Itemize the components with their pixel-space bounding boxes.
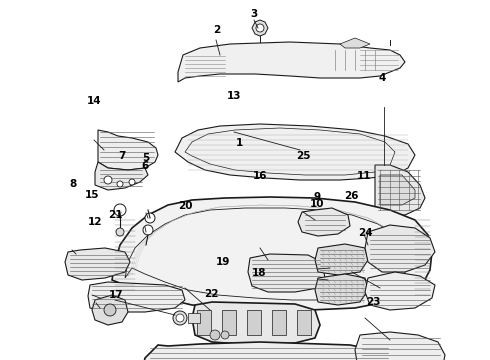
Bar — [297, 310, 311, 335]
Polygon shape — [315, 244, 368, 275]
Circle shape — [117, 181, 123, 187]
Polygon shape — [88, 282, 185, 312]
Polygon shape — [175, 124, 415, 180]
Text: 23: 23 — [366, 297, 381, 307]
Polygon shape — [192, 302, 320, 345]
Text: 1: 1 — [236, 138, 243, 148]
Polygon shape — [248, 254, 325, 292]
Text: 12: 12 — [88, 217, 103, 228]
Circle shape — [256, 24, 264, 32]
Text: 16: 16 — [252, 171, 267, 181]
Text: 21: 21 — [108, 210, 122, 220]
Bar — [188, 313, 200, 323]
Text: 26: 26 — [344, 191, 359, 201]
Text: 13: 13 — [227, 91, 242, 102]
Text: 14: 14 — [87, 96, 101, 106]
Polygon shape — [252, 20, 268, 36]
Text: 22: 22 — [204, 289, 219, 300]
Bar — [222, 310, 236, 335]
Polygon shape — [98, 130, 158, 170]
Circle shape — [104, 304, 116, 316]
Circle shape — [176, 314, 184, 322]
Circle shape — [210, 330, 220, 340]
Bar — [247, 310, 261, 335]
Polygon shape — [65, 248, 130, 280]
Text: 8: 8 — [69, 179, 76, 189]
Polygon shape — [315, 274, 368, 305]
Circle shape — [221, 331, 229, 339]
Polygon shape — [112, 197, 432, 310]
Circle shape — [173, 311, 187, 325]
Text: 20: 20 — [178, 201, 193, 211]
Text: 6: 6 — [141, 161, 148, 171]
Text: 19: 19 — [216, 257, 230, 267]
Polygon shape — [380, 175, 415, 205]
Text: 3: 3 — [250, 9, 257, 19]
Text: 25: 25 — [296, 150, 311, 161]
Polygon shape — [340, 38, 370, 48]
Circle shape — [129, 179, 135, 185]
Text: 7: 7 — [118, 150, 125, 161]
Circle shape — [104, 176, 112, 184]
Text: 18: 18 — [251, 268, 266, 278]
Polygon shape — [365, 225, 435, 272]
Text: 24: 24 — [358, 228, 372, 238]
Circle shape — [116, 228, 124, 236]
Text: 10: 10 — [310, 199, 325, 210]
Circle shape — [114, 204, 126, 216]
Circle shape — [145, 213, 155, 223]
Polygon shape — [375, 165, 425, 215]
Polygon shape — [142, 342, 392, 360]
Text: 2: 2 — [213, 24, 220, 35]
Text: 17: 17 — [109, 290, 124, 300]
Text: 5: 5 — [143, 153, 149, 163]
Text: 15: 15 — [85, 190, 99, 200]
Polygon shape — [355, 332, 445, 360]
Bar — [272, 310, 286, 335]
Bar — [197, 310, 211, 335]
Text: 9: 9 — [314, 192, 321, 202]
Polygon shape — [95, 162, 148, 190]
Text: 11: 11 — [356, 171, 371, 181]
Circle shape — [143, 225, 153, 235]
Polygon shape — [92, 295, 128, 325]
Text: 4: 4 — [378, 73, 386, 84]
Polygon shape — [178, 42, 405, 82]
Polygon shape — [365, 272, 435, 310]
Polygon shape — [298, 208, 350, 236]
